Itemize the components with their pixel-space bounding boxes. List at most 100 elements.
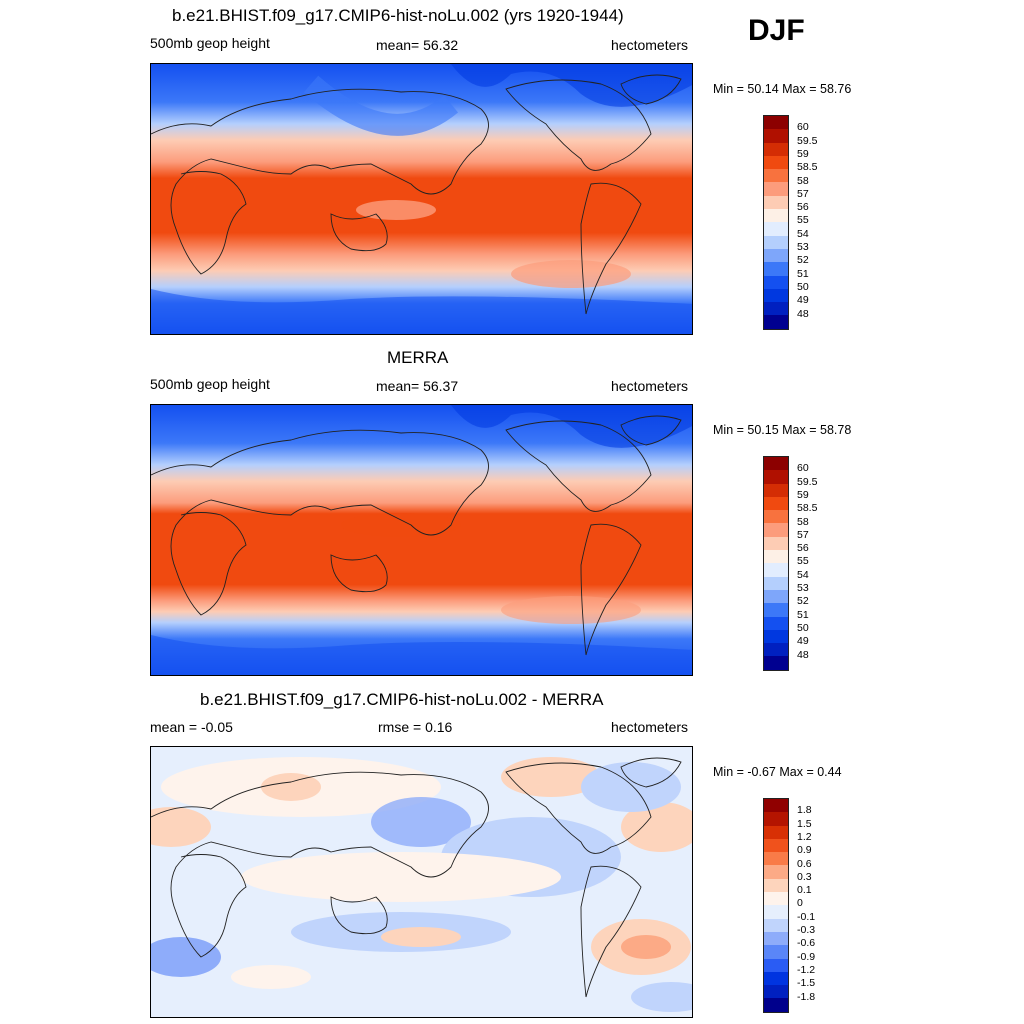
panel-1-mean: mean= 56.32 xyxy=(376,37,459,53)
colorbar-swatch xyxy=(763,958,789,972)
panel-2-colorbar xyxy=(763,456,789,671)
colorbar-swatch xyxy=(763,892,789,906)
colorbar-swatch xyxy=(763,616,789,630)
colorbar-tick-label: 50 xyxy=(797,621,809,634)
colorbar-tick-label: 59.5 xyxy=(797,475,818,488)
colorbar-swatch xyxy=(763,629,789,644)
colorbar-tick-label: 1.8 xyxy=(797,804,812,817)
colorbar-swatch xyxy=(763,563,789,577)
colorbar-tick-label: 51 xyxy=(797,608,809,621)
colorbar-tick-label: 59.5 xyxy=(797,134,818,147)
colorbar-swatch xyxy=(763,918,789,932)
colorbar-swatch xyxy=(763,985,789,999)
colorbar-tick-label: 53 xyxy=(797,582,809,594)
colorbar-swatch xyxy=(763,550,789,564)
colorbar-swatch xyxy=(763,931,789,946)
colorbar-tick-label: 49 xyxy=(797,635,809,648)
colorbar-swatch xyxy=(763,248,789,263)
colorbar-swatch xyxy=(763,456,789,471)
panel-1-colorbar xyxy=(763,115,789,330)
panel-1-units: hectometers xyxy=(611,37,689,53)
colorbar-swatch xyxy=(763,182,789,196)
colorbar-swatch xyxy=(763,852,789,866)
colorbar-swatch xyxy=(763,523,789,537)
colorbar-swatch xyxy=(763,483,789,497)
panel-3-units: hectometers xyxy=(611,719,689,735)
colorbar-tick-label: 0.1 xyxy=(797,884,812,897)
colorbar-tick-label: 58 xyxy=(797,174,809,187)
panel-1-minmax: Min = 50.14 Max = 58.76 xyxy=(713,82,852,96)
colorbar-tick-label: -1.2 xyxy=(797,963,816,976)
colorbar-tick-label: -0.3 xyxy=(797,924,816,936)
panel-2-map xyxy=(150,404,693,676)
colorbar-swatch xyxy=(763,536,789,551)
colorbar-swatch xyxy=(763,576,789,590)
panel-3-minmax: Min = -0.67 Max = 0.44 xyxy=(713,765,842,779)
colorbar-swatch xyxy=(763,142,789,156)
colorbar-swatch xyxy=(763,603,789,617)
colorbar-swatch xyxy=(763,470,789,484)
colorbar-swatch xyxy=(763,155,789,170)
colorbar-tick-label: 53 xyxy=(797,241,809,253)
colorbar-tick-label: 60 xyxy=(797,121,809,134)
colorbar-tick-label: 57 xyxy=(797,187,809,200)
colorbar-tick-label: -1.8 xyxy=(797,990,816,1003)
colorbar-tick-label: 0 xyxy=(797,897,803,910)
colorbar-swatch xyxy=(763,656,789,671)
colorbar-tick-label: 54 xyxy=(797,227,809,240)
colorbar-swatch xyxy=(763,812,789,826)
colorbar-swatch xyxy=(763,838,789,853)
season-label: DJF xyxy=(748,14,805,47)
panel-2-title: MERRA xyxy=(387,348,449,367)
colorbar-swatch xyxy=(763,496,789,511)
colorbar-swatch xyxy=(763,195,789,210)
panel-3-map xyxy=(150,746,693,1018)
colorbar-swatch xyxy=(763,222,789,236)
colorbar-swatch xyxy=(763,510,789,524)
panel-2-units: hectometers xyxy=(611,378,689,394)
colorbar-tick-label: 59 xyxy=(797,488,809,501)
colorbar-swatch xyxy=(763,905,789,919)
colorbar-tick-label: 52 xyxy=(797,595,809,608)
colorbar-swatch xyxy=(763,169,789,183)
colorbar-tick-label: 60 xyxy=(797,462,809,475)
colorbar-tick-label: 59 xyxy=(797,147,809,160)
colorbar-swatch xyxy=(763,209,789,223)
colorbar-tick-label: 51 xyxy=(797,267,809,280)
colorbar-swatch xyxy=(763,589,789,604)
colorbar-swatch xyxy=(763,971,789,986)
panel-2-minmax: Min = 50.15 Max = 58.78 xyxy=(713,423,852,437)
colorbar-tick-label: 1.5 xyxy=(797,817,812,830)
colorbar-tick-label: 50 xyxy=(797,280,809,293)
colorbar-tick-label: 48 xyxy=(797,648,809,661)
panel-2-variable: 500mb geop height xyxy=(150,376,270,392)
panel-2-mean: mean= 56.37 xyxy=(376,378,459,394)
colorbar-swatch xyxy=(763,643,789,657)
colorbar-tick-label: 58 xyxy=(797,515,809,528)
colorbar-tick-label: -0.6 xyxy=(797,937,816,950)
panel-3-title: b.e21.BHIST.f09_g17.CMIP6-hist-noLu.002 … xyxy=(200,690,604,709)
colorbar-tick-label: 49 xyxy=(797,294,809,307)
colorbar-tick-label: 55 xyxy=(797,555,809,568)
colorbar-tick-label: 0.3 xyxy=(797,870,812,883)
panel-3-colorbar xyxy=(763,798,789,1013)
colorbar-tick-label: 1.2 xyxy=(797,830,812,843)
colorbar-tick-label: 52 xyxy=(797,254,809,267)
colorbar-swatch xyxy=(763,825,789,839)
colorbar-tick-label: 55 xyxy=(797,214,809,227)
colorbar-swatch xyxy=(763,865,789,879)
colorbar-tick-label: -1.5 xyxy=(797,977,816,990)
colorbar-tick-label: 56 xyxy=(797,201,809,214)
colorbar-tick-label: -0.1 xyxy=(797,910,816,923)
colorbar-tick-label: 57 xyxy=(797,528,809,541)
colorbar-swatch xyxy=(763,129,789,143)
colorbar-tick-label: 0.9 xyxy=(797,844,812,857)
colorbar-swatch xyxy=(763,798,789,813)
colorbar-swatch xyxy=(763,275,789,289)
colorbar-swatch xyxy=(763,288,789,303)
colorbar-tick-label: -0.9 xyxy=(797,950,816,963)
colorbar-tick-label: 48 xyxy=(797,307,809,320)
colorbar-swatch xyxy=(763,262,789,276)
panel-1-map xyxy=(150,63,693,335)
colorbar-swatch xyxy=(763,315,789,330)
